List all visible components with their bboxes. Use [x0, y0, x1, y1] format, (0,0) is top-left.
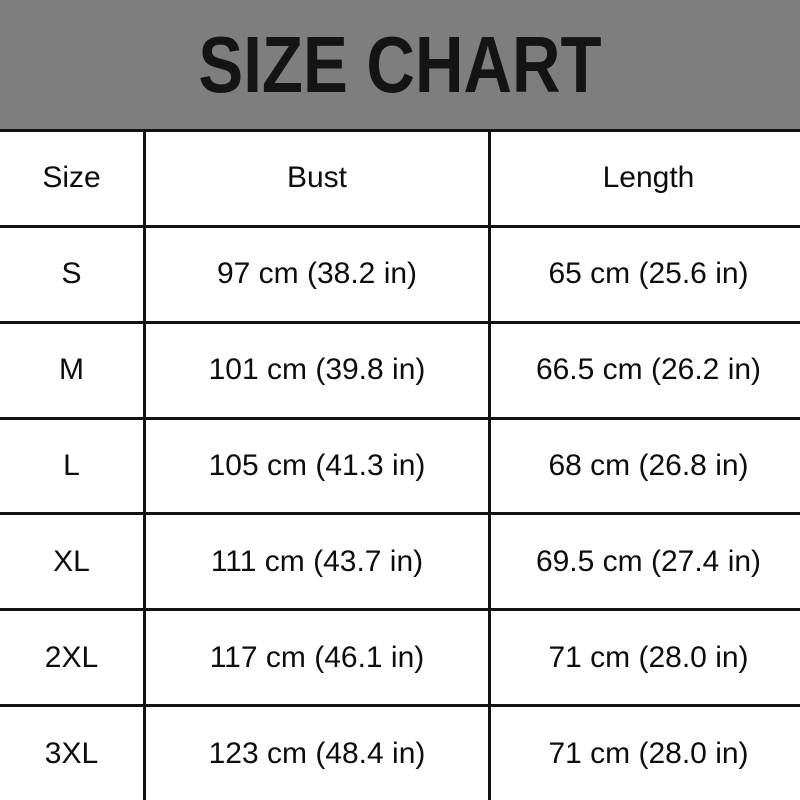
length-cell: 71 cm (28.0 in) [489, 608, 800, 706]
table-row: S 97 cm (38.2 in) 65 cm (25.6 in) [0, 224, 800, 323]
size-chart-table: Size Bust Length S 97 cm (38.2 in) 65 cm… [0, 129, 800, 800]
length-cell: 69.5 cm (27.4 in) [489, 512, 800, 610]
table-header-row: Size Bust Length [0, 129, 800, 227]
size-cell: L [0, 416, 146, 514]
size-cell: 2XL [0, 608, 146, 706]
table-row: 3XL 123 cm (48.4 in) 71 cm (28.0 in) [0, 704, 800, 800]
size-cell: 3XL [0, 704, 146, 800]
bust-cell: 111 cm (43.7 in) [144, 512, 491, 610]
bust-cell: 123 cm (48.4 in) [144, 704, 491, 800]
page-title: SIZE CHART [198, 19, 602, 109]
column-header-bust: Bust [144, 129, 491, 227]
table-row: XL 111 cm (43.7 in) 69.5 cm (27.4 in) [0, 512, 800, 610]
length-cell: 66.5 cm (26.2 in) [489, 320, 800, 419]
bust-cell: 97 cm (38.2 in) [144, 224, 491, 323]
bust-cell: 117 cm (46.1 in) [144, 608, 491, 706]
table-row: M 101 cm (39.8 in) 66.5 cm (26.2 in) [0, 320, 800, 419]
bust-cell: 105 cm (41.3 in) [144, 416, 491, 514]
bust-cell: 101 cm (39.8 in) [144, 320, 491, 419]
column-header-length: Length [489, 129, 800, 227]
length-cell: 65 cm (25.6 in) [489, 224, 800, 323]
length-cell: 71 cm (28.0 in) [489, 704, 800, 800]
size-cell: S [0, 224, 146, 323]
size-cell: XL [0, 512, 146, 610]
column-header-size: Size [0, 129, 146, 227]
table-row: 2XL 117 cm (46.1 in) 71 cm (28.0 in) [0, 608, 800, 706]
size-chart-banner: SIZE CHART [0, 0, 800, 129]
length-cell: 68 cm (26.8 in) [489, 416, 800, 514]
size-cell: M [0, 320, 146, 419]
table-row: L 105 cm (41.3 in) 68 cm (26.8 in) [0, 416, 800, 514]
